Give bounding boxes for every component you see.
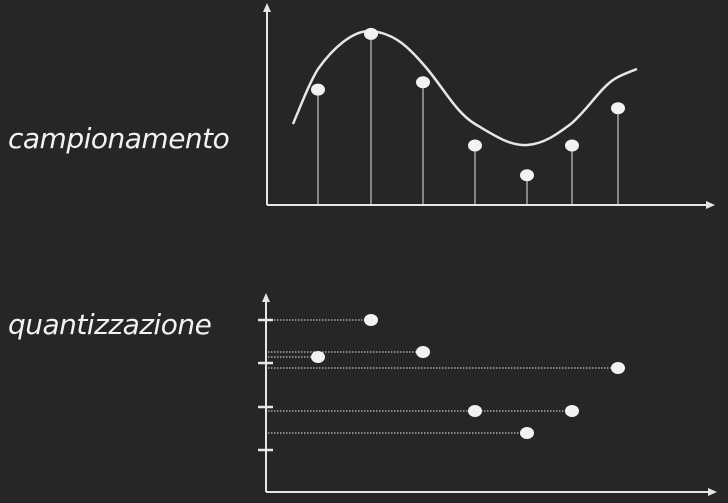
- quant-lines: [268, 319, 618, 434]
- sampling-x-arrow: [706, 201, 715, 209]
- sample-point: [416, 76, 430, 89]
- quant-point: [364, 314, 378, 326]
- quant-level-ticks: [258, 318, 273, 452]
- quant-point: [416, 346, 430, 358]
- quant-axes: [262, 293, 717, 496]
- quant-point: [468, 405, 482, 417]
- sample-point: [468, 139, 482, 152]
- sample-point: [565, 139, 579, 152]
- sampling-y-arrow: [263, 3, 271, 12]
- sample-point: [611, 102, 625, 115]
- quant-point: [311, 351, 325, 363]
- quant-point: [520, 427, 534, 439]
- sample-point: [520, 169, 534, 182]
- sample-point: [311, 83, 325, 96]
- label-quantizzazione: quantizzazione: [8, 308, 212, 341]
- quant-x-arrow: [708, 488, 717, 496]
- sample-point: [364, 27, 378, 40]
- sampling-axes: [263, 3, 715, 209]
- signal-curve: [291, 29, 638, 147]
- quant-point: [565, 405, 579, 417]
- sampling-stems: [317, 33, 619, 205]
- sampling-dots: [311, 27, 625, 182]
- quant-dots: [311, 314, 625, 439]
- quant-y-arrow: [262, 293, 270, 302]
- quant-point: [611, 362, 625, 374]
- label-campionamento: campionamento: [8, 122, 230, 155]
